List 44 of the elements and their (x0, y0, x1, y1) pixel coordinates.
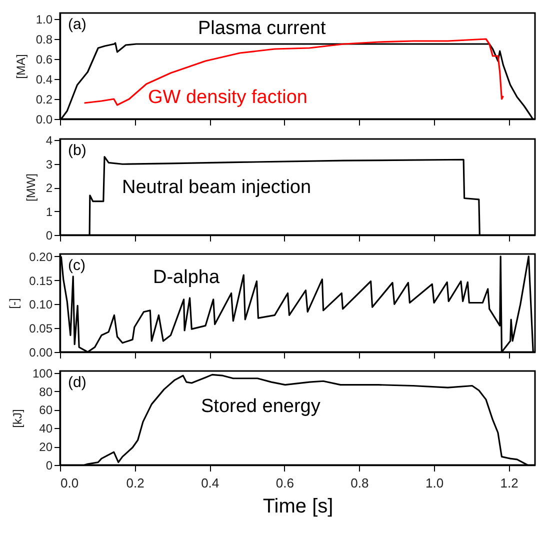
y-tick-label: 0.6 (36, 52, 53, 66)
y-tick-label: 2 (46, 181, 53, 196)
y-tick-label: 0.15 (29, 274, 53, 288)
y-tick-label: 0.00 (29, 346, 53, 360)
y-tick-label: 4 (46, 134, 53, 148)
y-tick-label: 0 (46, 228, 53, 242)
x-tick-label: 0.8 (350, 476, 369, 490)
y-tick-label: 60 (39, 403, 53, 418)
x-tick-label: 1.2 (500, 476, 518, 490)
x-tick-label: 0.4 (201, 476, 220, 490)
x-tick-label: 1.0 (425, 476, 444, 490)
y-tick-label: 20 (39, 440, 53, 454)
x-tick-label: 0.6 (276, 476, 294, 490)
y-tick-label: 40 (39, 422, 53, 436)
y-tick-label: 3 (46, 157, 53, 172)
x-tick-label: 0.0 (60, 476, 79, 490)
y-tick-label: 0.8 (36, 32, 53, 46)
y-tick-label: 1.0 (36, 12, 53, 26)
y-tick-label: 0.2 (36, 92, 53, 106)
series-label: GW density faction (148, 87, 308, 108)
y-axis-title: [-] (7, 298, 22, 309)
y-axis-title: [MA] (14, 54, 28, 79)
x-axis-title: Time [s] (262, 496, 334, 518)
y-axis-title: [MW] (24, 174, 38, 202)
y-tick-label: 80 (39, 384, 53, 399)
series-label: Neutral beam injection (122, 177, 312, 198)
y-tick-label: 0.4 (36, 72, 53, 86)
annotation: (a) (68, 16, 86, 33)
y-tick-label: 0.10 (29, 298, 53, 312)
y-tick-label: 0.05 (29, 322, 53, 336)
series-label: Stored energy (201, 396, 321, 417)
line-series (84, 38, 504, 106)
y-axis-title: [kJ] (10, 409, 24, 428)
series-label: D-alpha (153, 267, 220, 288)
y-tick-label: 0 (46, 458, 53, 472)
annotation: (d) (68, 374, 86, 391)
y-tick-label: 100 (32, 366, 53, 380)
annotation: (c) (68, 257, 86, 274)
series-label: Plasma current (198, 18, 326, 39)
y-tick-label: 1 (46, 204, 53, 219)
y-tick-label: 0.20 (29, 250, 53, 264)
x-tick-label: 0.2 (126, 476, 144, 490)
annotation: (b) (68, 142, 86, 159)
y-tick-label: 0.0 (36, 112, 53, 126)
